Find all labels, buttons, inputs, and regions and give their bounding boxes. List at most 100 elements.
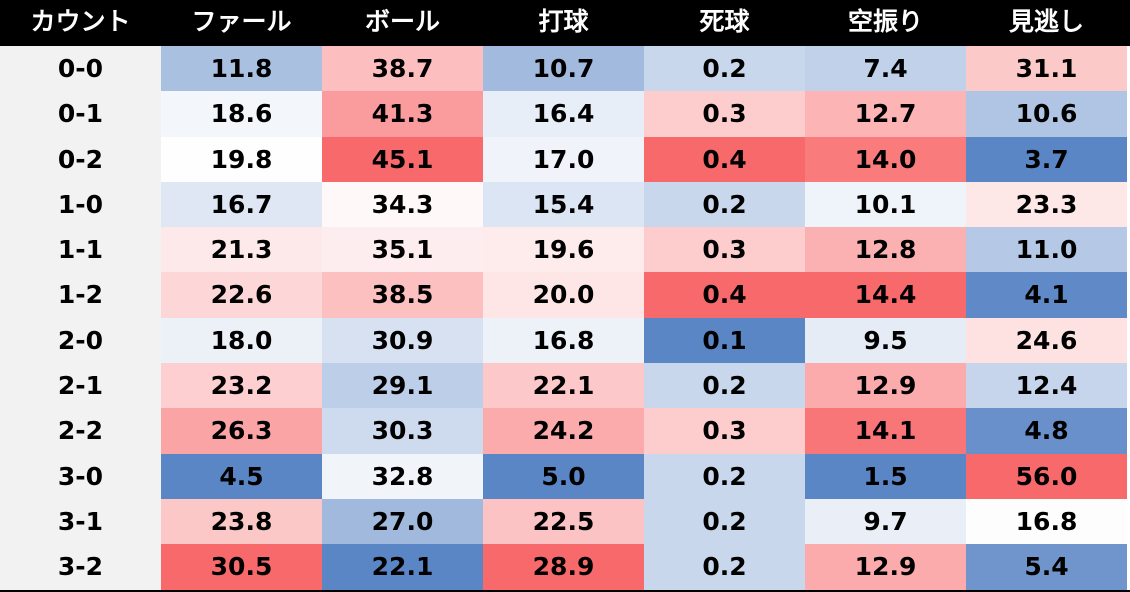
row-label: 3-1 — [0, 498, 161, 545]
heatmap-cell: 14.4 — [805, 272, 966, 318]
heatmap-cell: 34.3 — [322, 181, 483, 228]
heatmap-cell: 12.9 — [805, 363, 966, 409]
row-label: 0-1 — [0, 91, 161, 137]
heatmap-cell: 32.8 — [322, 453, 483, 499]
heatmap-cell: 0.2 — [644, 453, 805, 499]
heatmap-cell: 19.6 — [483, 227, 644, 273]
table-row: 3-2 30.5 22.1 28.9 0.2 12.9 5.4 — [0, 544, 1130, 590]
header-row: カウント ファール ボール 打球 死球 空振り 見逃し — [0, 0, 1130, 46]
heatmap-cell: 26.3 — [161, 408, 322, 454]
heatmap-cell: 14.0 — [805, 136, 966, 182]
column-header: 見逃し — [1008, 7, 1084, 36]
row-label: 2-0 — [0, 317, 161, 364]
row-label: 1-2 — [0, 272, 161, 318]
heatmap-cell: 29.1 — [322, 363, 483, 409]
heatmap-cell: 12.9 — [805, 544, 966, 590]
heatmap-cell: 23.2 — [161, 363, 322, 409]
heatmap-cell: 27.0 — [322, 498, 483, 545]
heatmap-cell: 9.7 — [805, 498, 966, 545]
heatmap-cell: 0.2 — [644, 46, 805, 92]
heatmap-cell: 22.6 — [161, 272, 322, 318]
heatmap-cell: 0.3 — [644, 408, 805, 454]
table-row: 1-1 21.3 35.1 19.6 0.3 12.8 11.0 — [0, 227, 1130, 273]
heatmap-cell: 28.9 — [483, 544, 644, 590]
table-row: 0-1 18.6 41.3 16.4 0.3 12.7 10.6 — [0, 91, 1130, 137]
table-row: 2-1 23.2 29.1 22.1 0.2 12.9 12.4 — [0, 363, 1130, 409]
heatmap-cell: 0.2 — [644, 498, 805, 545]
heatmap-cell: 45.1 — [322, 136, 483, 182]
heatmap-cell: 31.1 — [966, 46, 1127, 92]
heatmap-cell: 10.1 — [805, 181, 966, 228]
heatmap-cell: 30.9 — [322, 317, 483, 364]
corner-header: カウント — [30, 7, 131, 36]
table-row: 0-0 11.8 38.7 10.7 0.2 7.4 31.1 — [0, 46, 1130, 92]
heatmap-cell: 18.0 — [161, 317, 322, 364]
row-label: 2-2 — [0, 408, 161, 454]
heatmap-cell: 4.5 — [161, 453, 322, 499]
heatmap-cell: 3.7 — [966, 136, 1127, 182]
heatmap-cell: 0.1 — [644, 317, 805, 364]
heatmap-cell: 7.4 — [805, 46, 966, 92]
heatmap-cell: 0.2 — [644, 363, 805, 409]
heatmap-cell: 16.8 — [966, 498, 1127, 545]
bottom-border — [0, 590, 1130, 592]
table-row: 3-1 23.8 27.0 22.5 0.2 9.7 16.8 — [0, 498, 1130, 545]
heatmap-cell: 21.3 — [161, 227, 322, 273]
row-label: 3-2 — [0, 544, 161, 590]
table-row: 0-2 19.8 45.1 17.0 0.4 14.0 3.7 — [0, 136, 1130, 182]
heatmap-cell: 5.0 — [483, 453, 644, 499]
row-label: 0-2 — [0, 136, 161, 182]
heatmap-cell: 11.0 — [966, 227, 1127, 273]
heatmap-cell: 5.4 — [966, 544, 1127, 590]
row-label: 1-0 — [0, 181, 161, 228]
heatmap-cell: 0.4 — [644, 272, 805, 318]
heatmap-cell: 56.0 — [966, 453, 1127, 499]
heatmap-cell: 18.6 — [161, 91, 322, 137]
heatmap-cell: 10.7 — [483, 46, 644, 92]
table-row: 2-0 18.0 30.9 16.8 0.1 9.5 24.6 — [0, 317, 1130, 364]
heatmap-cell: 4.8 — [966, 408, 1127, 454]
column-header: 打球 — [538, 7, 589, 36]
heatmap-cell: 24.2 — [483, 408, 644, 454]
heatmap-cell: 23.3 — [966, 181, 1127, 228]
heatmap-cell: 20.0 — [483, 272, 644, 318]
heatmap-cell: 41.3 — [322, 91, 483, 137]
heatmap-cell: 14.1 — [805, 408, 966, 454]
table-row: 2-2 26.3 30.3 24.2 0.3 14.1 4.8 — [0, 408, 1130, 454]
heatmap-cell: 0.3 — [644, 227, 805, 273]
heatmap-cell: 15.4 — [483, 181, 644, 228]
heatmap-cell: 17.0 — [483, 136, 644, 182]
heatmap-cell: 30.5 — [161, 544, 322, 590]
table-body: 0-0 11.8 38.7 10.7 0.2 7.4 31.1 0-1 18.6 41.3 16.4… — [0, 46, 1130, 590]
heatmap-cell: 12.7 — [805, 91, 966, 137]
heatmap-cell: 35.1 — [322, 227, 483, 273]
row-label: 0-0 — [0, 46, 161, 92]
row-label: 3-0 — [0, 453, 161, 499]
heatmap-cell: 38.7 — [322, 46, 483, 92]
row-label: 2-1 — [0, 363, 161, 409]
heatmap-cell: 0.4 — [644, 136, 805, 182]
column-header: ボール — [364, 7, 440, 36]
column-header: ファール — [191, 7, 292, 36]
table-row: 1-0 16.7 34.3 15.4 0.2 10.1 23.3 — [0, 181, 1130, 228]
heatmap-cell: 16.7 — [161, 181, 322, 228]
heatmap-cell: 0.2 — [644, 544, 805, 590]
heatmap-cell: 11.8 — [161, 46, 322, 92]
heatmap-cell: 23.8 — [161, 498, 322, 545]
table-row: 1-2 22.6 38.5 20.0 0.4 14.4 4.1 — [0, 272, 1130, 318]
heatmap-cell: 22.1 — [483, 363, 644, 409]
heatmap-cell: 38.5 — [322, 272, 483, 318]
heatmap-cell: 0.2 — [644, 181, 805, 228]
heatmap-cell: 30.3 — [322, 408, 483, 454]
table-row: 3-0 4.5 32.8 5.0 0.2 1.5 56.0 — [0, 453, 1130, 499]
heatmap-cell: 22.1 — [322, 544, 483, 590]
heatmap-cell: 9.5 — [805, 317, 966, 364]
heatmap-cell: 16.4 — [483, 91, 644, 137]
heatmap-cell: 24.6 — [966, 317, 1127, 364]
heatmap-cell: 4.1 — [966, 272, 1127, 318]
heatmap-cell: 19.8 — [161, 136, 322, 182]
row-label: 1-1 — [0, 227, 161, 273]
heatmap-cell: 12.4 — [966, 363, 1127, 409]
heatmap-cell: 0.3 — [644, 91, 805, 137]
